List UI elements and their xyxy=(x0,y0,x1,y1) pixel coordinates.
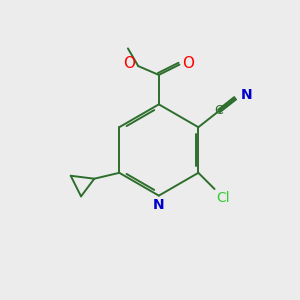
Text: C: C xyxy=(214,104,223,118)
Text: O: O xyxy=(123,56,135,70)
Text: N: N xyxy=(241,88,252,102)
Text: N: N xyxy=(153,198,165,212)
Text: Cl: Cl xyxy=(216,191,230,206)
Text: O: O xyxy=(182,56,194,70)
